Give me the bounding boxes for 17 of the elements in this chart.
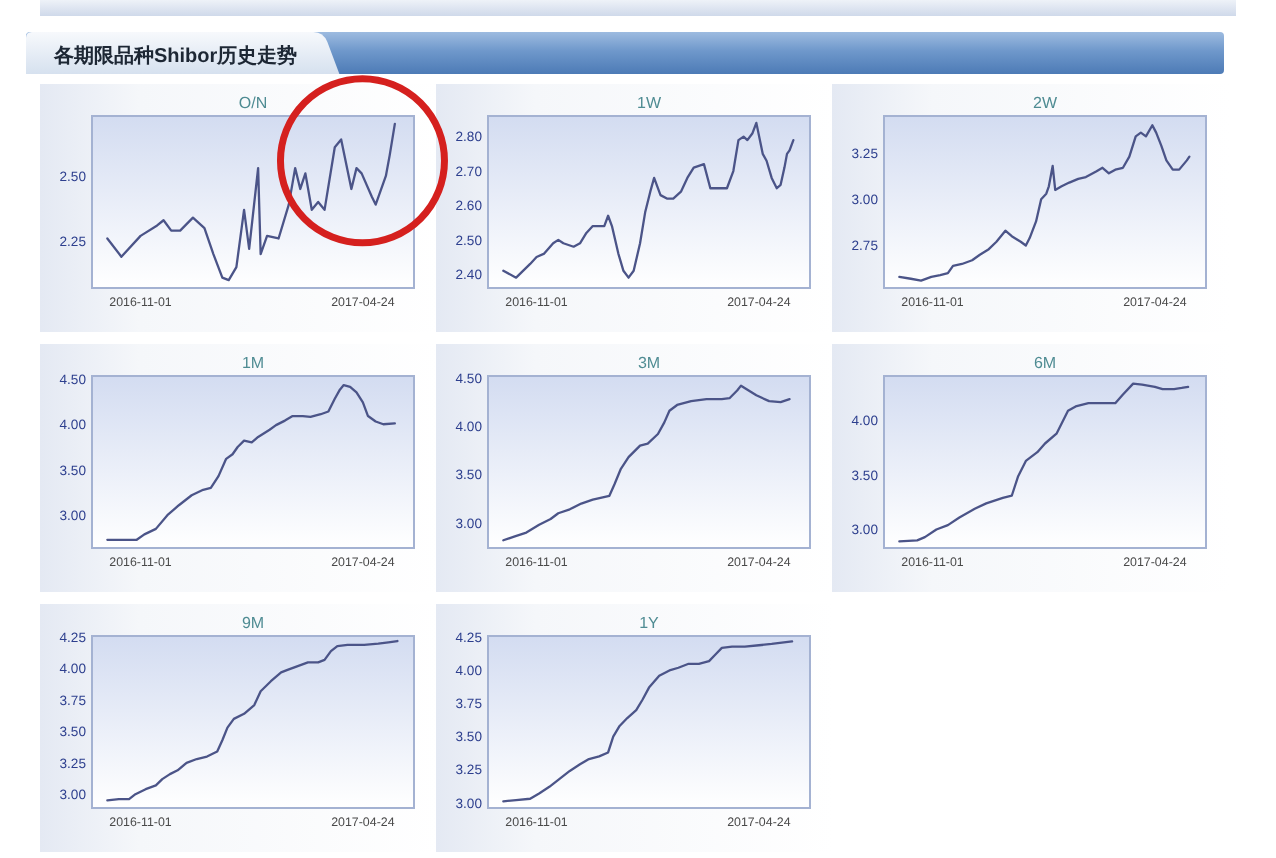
chart-title: 1M — [241, 354, 265, 372]
chart-title: O/N — [238, 94, 268, 112]
chart-title: 6M — [1033, 354, 1057, 372]
line-series — [502, 121, 795, 279]
line-series — [898, 382, 1190, 543]
line-series — [898, 124, 1191, 282]
line-series — [502, 384, 791, 542]
chart-title: 9M — [241, 614, 265, 632]
line-series — [502, 640, 794, 803]
line-series — [106, 639, 399, 802]
chart-title: 1Y — [639, 614, 661, 632]
text: 各期限品种Shibor历史走势 — [52, 44, 298, 68]
chart-title: 3M — [637, 354, 661, 372]
chart-title: 1W — [637, 94, 662, 112]
chart-title: 2W — [1033, 94, 1058, 112]
line-series — [106, 383, 396, 541]
line-series — [106, 122, 396, 282]
